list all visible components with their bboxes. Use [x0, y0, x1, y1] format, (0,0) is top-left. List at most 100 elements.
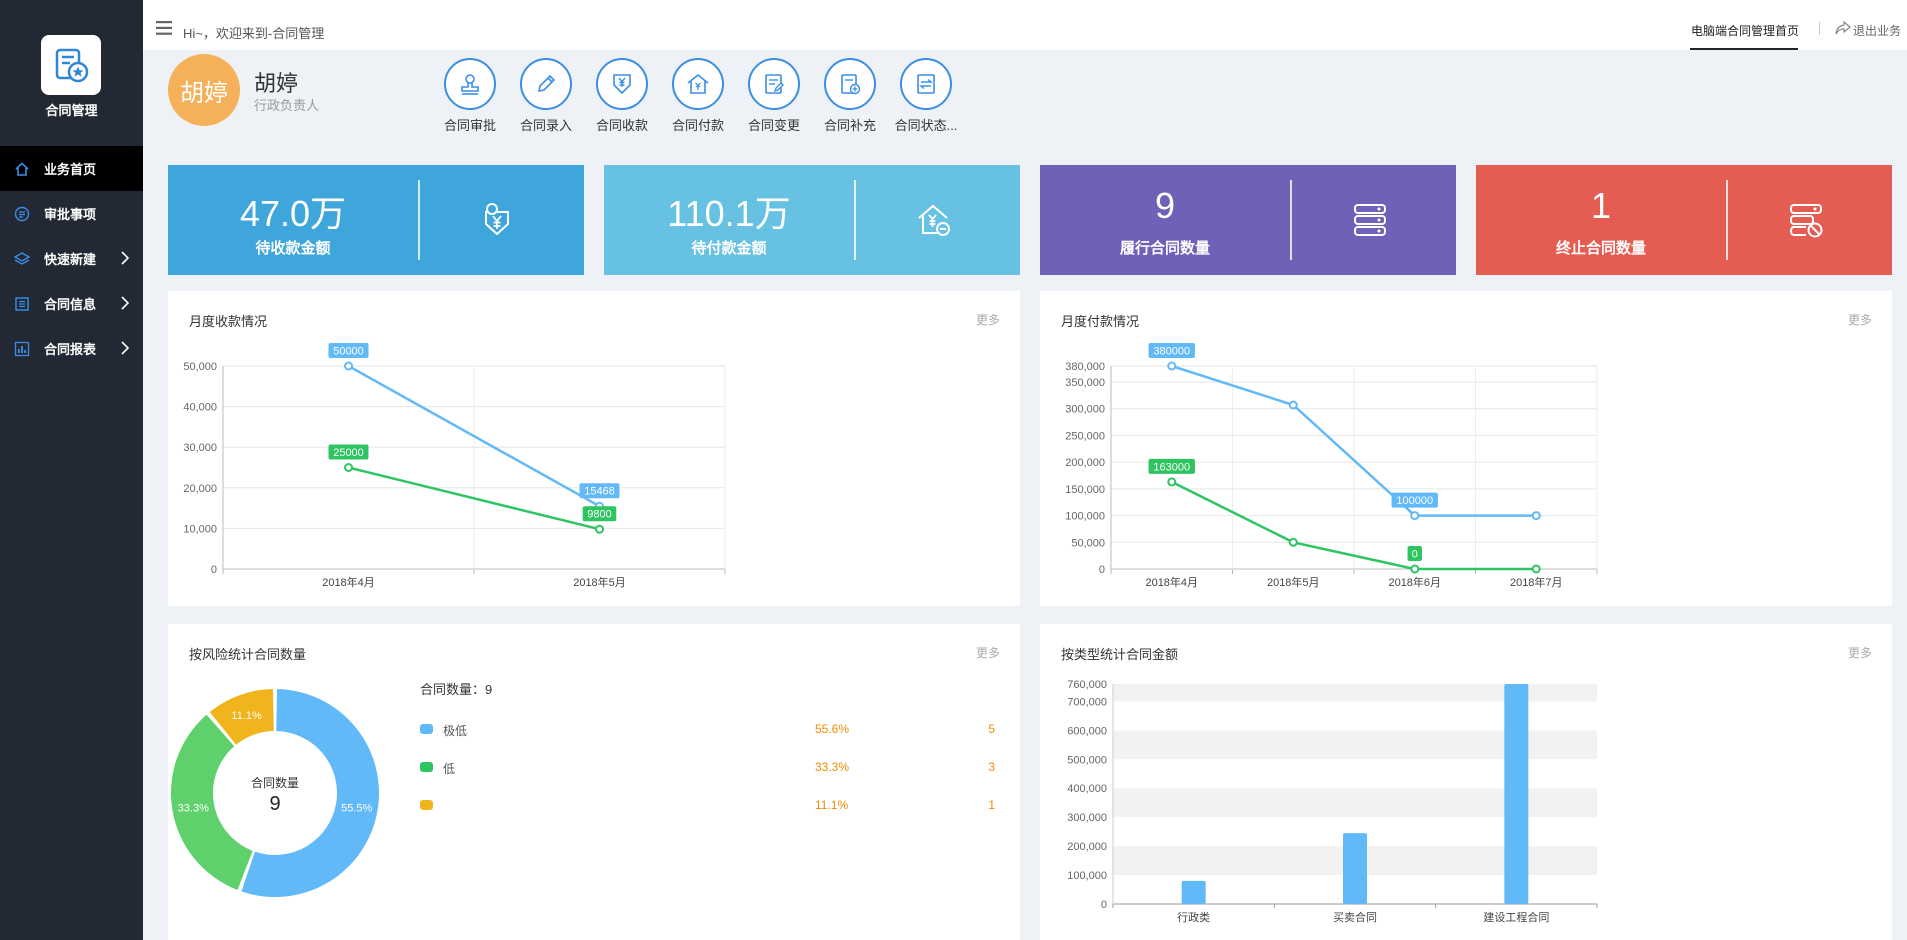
legend-row[interactable]: 11.1% 1 [420, 796, 995, 816]
legend-swatch [420, 800, 433, 810]
quick-action-approval[interactable]: 合同审批 [436, 58, 504, 134]
y-tick-label: 300,000 [1067, 812, 1107, 824]
chevron-right-icon [121, 296, 129, 310]
data-label: 50000 [333, 346, 364, 358]
house-pay-icon [687, 73, 709, 94]
app-logo [41, 35, 101, 95]
legend-row[interactable]: 极低 55.6% 5 [420, 720, 995, 740]
sidebar-nav: 业务首页 审批事项 快速新建 合同信息 合同报表 [0, 146, 143, 371]
bar [1504, 684, 1529, 904]
stamp-icon [461, 74, 479, 95]
sidebar-item-label: 合同报表 [44, 342, 97, 357]
legend-percent: 11.1% [815, 798, 849, 812]
more-link[interactable]: 更多 [975, 313, 1000, 327]
x-tick-label: 建设工程合同 [1483, 910, 1549, 924]
data-label-bg [1148, 458, 1195, 474]
stat-card-active-contracts[interactable]: 9 履行合同数量 [1040, 165, 1456, 275]
stat-card-terminated-contracts[interactable]: 1 终止合同数量 [1476, 165, 1892, 275]
sidebar-item-label: 合同信息 [44, 297, 97, 312]
bar [1181, 880, 1206, 904]
welcome-text: Hi~，欢迎来到-合同管理 [183, 26, 325, 41]
sidebar-item-label: 业务首页 [44, 162, 97, 177]
risk-donut-chart: 55.5% 33.3% 11.1% 合同数量 9 [171, 689, 380, 897]
payments-line-chart: 0 50,000 100,000 150,000 200,000 250,000 300,0… [1065, 343, 1598, 589]
swap-icon [917, 74, 935, 94]
stat-label: 终止合同数量 [1555, 240, 1646, 257]
home-page-link[interactable]: 电脑端合同管理首页 [1691, 24, 1800, 38]
legend-row[interactable]: 低 33.3% 3 [420, 758, 995, 778]
quick-action-label: 合同审批 [443, 118, 496, 133]
user-name: 胡婷 [254, 71, 299, 96]
quick-action-label: 合同补充 [823, 118, 876, 133]
layers-icon [14, 251, 30, 267]
active-tab-underline [1690, 48, 1798, 50]
slice-label: 33.3% [178, 802, 209, 814]
quick-action-supplement[interactable]: 合同补充 [816, 58, 884, 134]
share-exit-icon[interactable] [1835, 21, 1851, 35]
hamburger-menu-icon[interactable] [156, 21, 172, 35]
divider [854, 180, 856, 260]
panel-type-stats: 按类型统计合同金额 更多 0 100,000 200,000 300,000 400,0… [1040, 624, 1892, 940]
quick-action-receipt[interactable]: 合同收款 [588, 58, 656, 134]
data-point [1531, 511, 1541, 521]
y-tick-label: 760,000 [1067, 679, 1107, 691]
data-label-bg [1391, 492, 1438, 508]
data-label-bg [579, 483, 620, 499]
legend-swatch [420, 724, 433, 734]
server-forbidden-icon [1790, 204, 1823, 238]
y-tick-label: 350,000 [1065, 377, 1105, 389]
stat-card-receivable[interactable]: 47.0万 待收款金额 [168, 165, 584, 275]
slice-label: 55.5% [341, 802, 372, 814]
stat-label: 履行合同数量 [1119, 240, 1210, 257]
pie-slice [209, 689, 274, 745]
logout-link[interactable]: 退出业务 [1853, 24, 1902, 38]
quick-action-status[interactable]: 合同状态... [892, 58, 960, 134]
data-point [1167, 477, 1177, 487]
bar [1343, 833, 1367, 904]
data-label: 25000 [333, 447, 364, 459]
y-tick-label: 200,000 [1067, 841, 1107, 853]
y-tick-label: 100,000 [1065, 511, 1105, 523]
pencil-icon [537, 74, 556, 93]
donut-center-value: 9 [269, 793, 280, 815]
y-tick-label: 380,000 [1065, 361, 1105, 373]
legend-total: 合同数量：9 [420, 682, 493, 697]
sidebar-item-contract-reports[interactable]: 合同报表 [0, 326, 143, 371]
y-tick-label: 0 [1099, 564, 1105, 576]
sidebar-item-approvals[interactable]: 审批事项 [0, 191, 143, 236]
more-link[interactable]: 更多 [975, 646, 1000, 660]
more-link[interactable]: 更多 [1847, 313, 1872, 327]
series-line [1171, 480, 1537, 571]
sidebar-item-quick-create[interactable]: 快速新建 [0, 236, 143, 281]
stat-label: 待付款金额 [691, 240, 767, 257]
series-line [347, 364, 601, 508]
x-tick-label: 2018年5月 [573, 575, 626, 589]
stat-value: 47.0万 [239, 193, 347, 234]
slice-label: 11.1% [231, 710, 262, 722]
quick-action-payment[interactable]: 合同付款 [664, 58, 732, 134]
quick-action-change[interactable]: 合同变更 [740, 58, 808, 134]
legend-count: 5 [988, 722, 995, 736]
data-label: 9800 [587, 509, 611, 521]
more-link[interactable]: 更多 [1847, 646, 1872, 660]
y-tick-label: 50,000 [183, 361, 217, 373]
sidebar-item-home[interactable]: 业务首页 [0, 146, 143, 191]
data-label-bg [328, 343, 369, 358]
receipts-line-chart: 0 10,000 20,000 30,000 40,000 50,000 2018年4月 20… [183, 343, 726, 589]
legend-name: 极低 [443, 724, 468, 738]
document-edit-icon [765, 74, 784, 94]
server-icon [1354, 204, 1386, 236]
data-label: 0 [1412, 549, 1418, 561]
quick-action-entry[interactable]: 合同录入 [512, 58, 580, 134]
type-bar-chart: 0 100,000 200,000 300,000 400,000 500,000 600,… [1067, 679, 1598, 924]
stat-card-payable[interactable]: 110.1万 待付款金额 [604, 165, 1020, 275]
sidebar-item-contract-info[interactable]: 合同信息 [0, 281, 143, 326]
y-tick-label: 20,000 [183, 483, 217, 495]
y-tick-label: 150,000 [1065, 484, 1105, 496]
quick-action-label: 合同变更 [747, 118, 800, 133]
stat-value: 110.1万 [667, 193, 791, 234]
avatar[interactable]: 胡婷 [168, 54, 240, 126]
contract-star-icon [55, 48, 89, 83]
y-tick-label: 30,000 [183, 442, 217, 454]
bar-chart-icon [14, 341, 30, 357]
